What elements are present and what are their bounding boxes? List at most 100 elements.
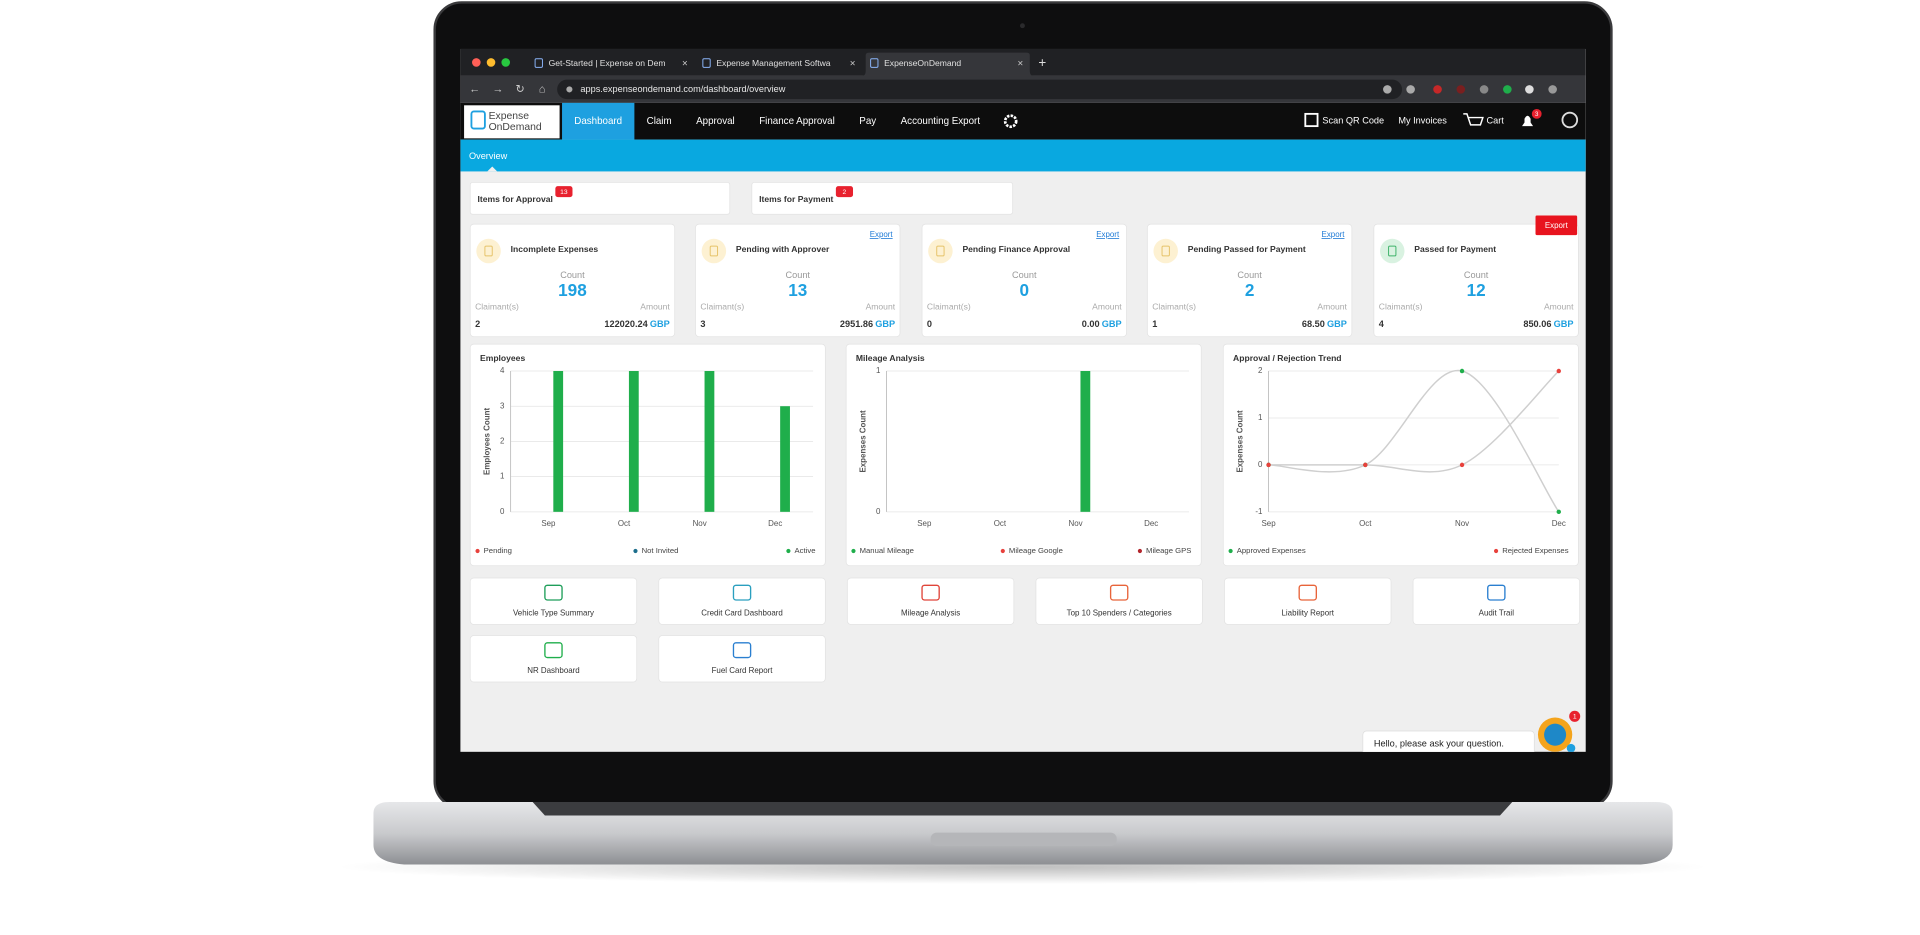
report-tile[interactable] [1412,577,1580,625]
export-link[interactable]: Export [1096,230,1120,239]
nav-item[interactable]: Accounting Export [901,116,981,127]
extension-icon[interactable] [1456,85,1466,94]
tab-title[interactable]: Expense Management Softwa [716,58,830,68]
tab-close[interactable]: × [1018,58,1024,69]
report-tile[interactable] [469,577,638,625]
stat-icon [1153,238,1178,264]
nav-button[interactable]: → [492,83,503,95]
cart-icon [1463,113,1484,126]
y-axis-title: Expenses Count [858,410,867,473]
legend-label[interactable]: Mileage GPS [1146,546,1191,555]
window-control [501,58,510,67]
bell-icon[interactable] [1522,115,1534,127]
stat-card [1146,223,1353,338]
x-tick-label: Sep [1262,519,1277,528]
nav-item[interactable]: Approval [696,116,735,127]
logo-icon [470,110,486,130]
claimant-count: 0 [927,319,932,329]
nav-item[interactable]: Pay [859,116,876,127]
amount-label: Amount [1092,302,1122,312]
count-label: Count [1464,270,1489,280]
legend-label[interactable]: Not Invited [642,546,679,555]
summary-card[interactable] [751,182,1014,215]
report-tile[interactable] [658,577,826,625]
trend-line [1268,370,1560,473]
stat-icon [476,238,501,264]
nav-active-bg [562,102,635,140]
extension-icon[interactable] [1479,85,1489,94]
summary-card[interactable] [469,182,731,215]
tile-label: Vehicle Type Summary [513,609,594,618]
nav-right-item[interactable]: My Invoices [1398,116,1447,126]
nav-button[interactable]: ← [469,83,480,95]
x-tick-label: Nov [1455,519,1469,528]
stat-title: Pending with Approver [736,244,830,254]
amount-label: Amount [640,302,670,312]
address-bar[interactable] [557,79,1403,100]
legend-label[interactable]: Active [795,546,816,555]
tab-title[interactable]: Get-Started | Expense on Dem [549,58,666,68]
nav-item[interactable]: Finance Approval [759,116,835,127]
nav-button[interactable]: ⌂ [539,83,546,95]
tile-icon [732,584,752,601]
export-button[interactable] [1535,215,1578,236]
legend-label[interactable]: Approved Expenses [1237,546,1306,555]
extension-icon[interactable] [1383,85,1392,94]
amount-value: 2951.86 [840,319,873,329]
tile-icon [544,642,563,659]
extension-icon[interactable] [1503,85,1512,94]
claimant-count: 4 [1379,319,1385,329]
claimant-label: Claimant(s) [1379,302,1423,312]
count-value: 198 [558,280,587,300]
stat-card [1373,223,1579,338]
legend-label[interactable]: Rejected Expenses [1502,546,1569,555]
currency: GBP [650,319,670,329]
report-tile[interactable] [846,577,1015,625]
settings-icon[interactable] [1003,114,1018,129]
x-tick-label: Dec [768,519,782,528]
stat-title: Pending Passed for Payment [1188,244,1306,254]
tab-close[interactable]: × [682,58,688,69]
nav-item[interactable]: Claim [647,116,672,127]
report-tile[interactable] [1224,577,1392,625]
new-tab[interactable]: + [1038,55,1046,70]
report-tile[interactable] [469,635,638,683]
bar [1080,371,1091,512]
summary-count: 2 [843,189,847,196]
legend-label[interactable]: Manual Mileage [860,546,914,555]
legend-label[interactable]: Mileage Google [1009,546,1063,555]
report-tile[interactable] [1035,577,1203,625]
chat-badge [1569,710,1581,722]
export-link[interactable]: Export [870,230,894,239]
tab-favicon [702,58,711,68]
extension-icon[interactable] [1548,85,1557,94]
export-link[interactable]: Export [1322,230,1346,239]
legend-marker [475,548,480,554]
extension-icon[interactable] [1433,85,1442,94]
avatar[interactable] [1561,111,1579,129]
legend-label[interactable]: Pending [484,546,512,555]
nav-button[interactable]: ↻ [516,83,525,95]
nav-item[interactable]: Dashboard [574,116,622,127]
extension-icon[interactable] [1406,85,1415,94]
qr-icon [1304,112,1319,128]
currency: GBP [875,319,895,329]
subnav-item[interactable]: Overview [469,151,508,161]
report-tile[interactable] [658,635,826,683]
tab-title[interactable]: ExpenseOnDemand [884,58,961,68]
summary-label: Items for Approval [478,194,553,204]
extension-icon[interactable] [1525,85,1534,94]
url: apps.expenseondemand.com/dashboard/overv… [580,84,785,94]
nav-right-item[interactable]: Scan QR Code [1322,116,1384,126]
chat-bubble [1362,730,1535,752]
nav-right-item[interactable]: Cart [1487,116,1505,126]
stat-card [695,223,901,338]
count-label: Count [786,270,811,280]
stat-icon-glyph [1161,245,1170,257]
x-tick-label: Sep [541,519,556,528]
claimant-label: Claimant(s) [475,302,519,312]
count-value: 2 [1245,280,1255,300]
tab-close[interactable]: × [850,58,856,69]
subnav [460,139,1586,172]
